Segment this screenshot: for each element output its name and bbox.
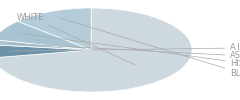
Text: HISPANIC: HISPANIC (19, 33, 240, 68)
Text: ASIAN: ASIAN (10, 44, 240, 60)
Wedge shape (0, 40, 91, 50)
Text: A.I.: A.I. (8, 44, 240, 52)
Wedge shape (0, 45, 91, 58)
Wedge shape (0, 21, 91, 50)
Wedge shape (0, 8, 192, 92)
Wedge shape (18, 8, 91, 50)
Text: BLACK: BLACK (60, 18, 240, 78)
Text: WHITE: WHITE (17, 12, 135, 65)
